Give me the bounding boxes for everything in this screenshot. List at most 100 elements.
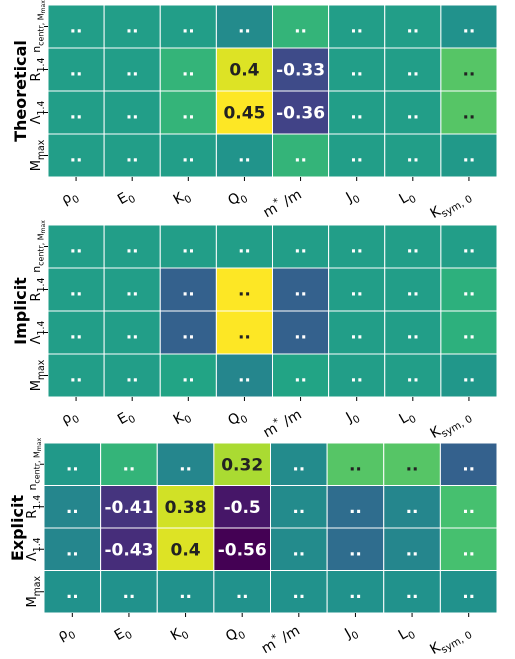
y-tick-label: R1.4 — [29, 277, 47, 301]
cell-label: -0.43 — [104, 540, 153, 560]
heatmap-cell — [156, 485, 215, 529]
cell-label: .. — [70, 238, 83, 258]
cell-label: .. — [70, 61, 83, 81]
cell-label: .. — [349, 455, 362, 475]
heatmap-cell — [159, 310, 217, 355]
cell-label: .. — [292, 455, 305, 475]
cell-label: .. — [462, 61, 475, 81]
cell-label: .. — [70, 281, 83, 301]
heatmap-cell — [328, 90, 386, 135]
cell-label: .. — [126, 147, 139, 167]
cell-label: .. — [294, 18, 307, 38]
cell-label: .. — [350, 367, 363, 387]
heatmap-cell — [47, 267, 105, 312]
heatmap-cell — [47, 353, 105, 398]
cell-label: .. — [350, 104, 363, 124]
heatmap-cell — [328, 47, 386, 92]
y-tick-label: Λ1.4 — [25, 537, 43, 561]
y-tick-label: ncentr, Mmax — [26, 438, 43, 491]
heatmap-cell — [47, 224, 105, 269]
cell-label: .. — [66, 455, 79, 475]
x-tick-label: Ksym, 0 — [428, 407, 475, 445]
cell-label: .. — [462, 367, 475, 387]
heatmap-cell — [103, 267, 161, 312]
x-tick-label: L0 — [396, 407, 418, 431]
cell-label: .. — [406, 61, 419, 81]
cell-label: .. — [462, 238, 475, 258]
cell-label: .. — [462, 147, 475, 167]
cell-label: .. — [70, 18, 83, 38]
cell-label: .. — [182, 147, 195, 167]
cell-label: .. — [292, 583, 305, 603]
heatmap-cell — [439, 527, 498, 571]
cell-label: .. — [66, 498, 79, 518]
x-tick-label: m* /m — [258, 621, 303, 657]
heatmap-cell — [215, 353, 273, 398]
heatmap-cell — [215, 224, 273, 269]
heatmap-cell — [159, 4, 217, 49]
x-tick-label: m* /m — [260, 405, 305, 441]
cell-label: .. — [292, 498, 305, 518]
heatmap-cell — [270, 527, 328, 571]
heatmap-cell — [272, 353, 330, 398]
heatmap-cell — [100, 485, 158, 529]
cell-label: .. — [66, 540, 79, 560]
heatmap-cell — [103, 4, 161, 49]
cell-label: .. — [179, 583, 192, 603]
heatmap-cell — [103, 47, 161, 92]
cell-label: -0.5 — [224, 498, 261, 518]
cell-label: .. — [294, 367, 307, 387]
cell-label: .. — [406, 324, 419, 344]
cell-label: .. — [236, 583, 249, 603]
cell-label: .. — [294, 324, 307, 344]
cell-label: .. — [238, 367, 251, 387]
heatmap-cell — [156, 570, 215, 614]
y-tick-label: Mmax — [29, 139, 47, 171]
cell-label: .. — [126, 61, 139, 81]
cell-label: .. — [126, 324, 139, 344]
heatmap-cell — [440, 47, 498, 92]
cell-label: .. — [462, 324, 475, 344]
cell-label: .. — [350, 147, 363, 167]
heatmap-cell — [43, 527, 102, 571]
panel-title: Explicit — [8, 495, 27, 562]
heatmap-cell — [272, 224, 330, 269]
x-tick-label: K0 — [168, 623, 191, 647]
cell-label: .. — [406, 281, 419, 301]
cell-label: .. — [126, 281, 139, 301]
cell-label: .. — [406, 367, 419, 387]
cell-label: 0.45 — [223, 104, 265, 124]
heatmap-cell — [159, 224, 217, 269]
x-tick-label: J0 — [343, 187, 363, 209]
x-tick-label: L0 — [396, 187, 418, 211]
y-tick-label: ncentr, Mmax — [30, 0, 47, 53]
cell-label: .. — [350, 18, 363, 38]
panel-title: Theoretical — [11, 40, 30, 142]
cell-label: -0.41 — [104, 498, 153, 518]
x-tick-label: Ksym, 0 — [427, 623, 474, 659]
cell-label: .. — [182, 324, 195, 344]
heatmap-cell — [328, 224, 386, 269]
y-tick-label: Λ1.4 — [29, 321, 47, 345]
heatmap-cell — [272, 267, 330, 312]
cell-label: .. — [70, 147, 83, 167]
y-tick-label: ncentr, Mmax — [30, 220, 47, 273]
x-tick-label: ρ0 — [55, 623, 78, 647]
cell-label: .. — [126, 18, 139, 38]
cell-label: .. — [406, 104, 419, 124]
y-tick-label: Mmax — [25, 575, 43, 607]
heatmap-panel-explicit: ...... 0.32.......... -0.41 0.38 -0.5.......… — [8, 438, 498, 659]
heatmap-cell — [270, 485, 328, 529]
cell-label: .. — [238, 18, 251, 38]
x-tick-label: Ksym, 0 — [428, 187, 475, 225]
heatmap-cell — [440, 267, 498, 312]
cell-label: .. — [462, 540, 475, 560]
x-tick-label: Q0 — [223, 623, 248, 648]
cell-label: .. — [238, 324, 251, 344]
cell-label: .. — [350, 324, 363, 344]
x-tick-label: E0 — [115, 187, 138, 211]
cell-label: .. — [126, 367, 139, 387]
cell-label: -0.36 — [276, 104, 325, 124]
cell-label: 0.32 — [221, 455, 263, 475]
